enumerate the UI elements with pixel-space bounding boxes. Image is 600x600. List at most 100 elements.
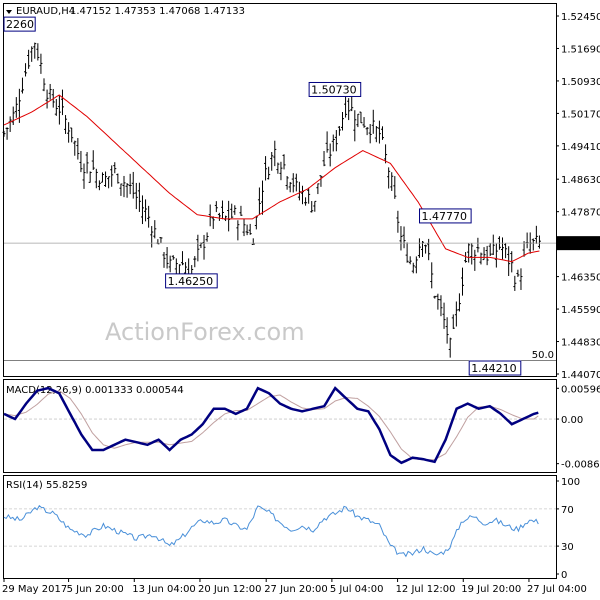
price-bar [365, 127, 369, 136]
price-bar [134, 182, 138, 210]
x-tick-label: 27 Jul 04:00 [527, 584, 587, 595]
last-price-box [556, 236, 600, 251]
price-bar [119, 183, 123, 196]
price-bar [334, 130, 338, 152]
price-bar [147, 205, 151, 228]
price-bar [174, 258, 178, 276]
rsi-panel-frame [3, 475, 557, 579]
price-bar [353, 110, 357, 142]
price-bar [131, 171, 135, 199]
price-bar [270, 151, 274, 171]
price-bar [436, 293, 440, 310]
watermark: ActionForex.com [105, 318, 305, 346]
price-bar [519, 268, 523, 290]
price-bar [501, 237, 505, 260]
moving-average-line [3, 94, 540, 263]
price-bar [402, 226, 406, 249]
chevron-down-icon[interactable] [6, 10, 12, 14]
price-bar [337, 126, 341, 136]
price-bar [122, 175, 126, 198]
price-bar [257, 187, 261, 215]
price-bar [470, 243, 474, 265]
price-bar [451, 314, 455, 329]
rsi-tick-label: 30 [561, 542, 574, 553]
x-tick-label: 29 May 2017 [2, 584, 67, 595]
price-bar [319, 175, 323, 187]
price-bar [88, 171, 92, 183]
price-bar [205, 232, 209, 242]
price-bar [359, 111, 363, 124]
macd-y-axis: 0.005968 0.00 -0.008657 [4, 384, 600, 471]
price-tick-label: 1.46350 [561, 273, 600, 284]
price-bar [24, 63, 28, 77]
price-bar [393, 176, 397, 199]
price-bar [144, 199, 148, 222]
price-bar [331, 134, 335, 152]
price-bar [107, 176, 111, 189]
price-bar [116, 173, 120, 184]
price-bar [273, 140, 277, 167]
price-bar [64, 115, 68, 134]
price-bar [485, 245, 489, 266]
price-bar [534, 225, 538, 244]
price-bar [159, 237, 163, 243]
price-bar [479, 252, 483, 265]
macd-tick-label: 0.005968 [561, 384, 600, 395]
price-bar [476, 237, 480, 253]
price-bar [424, 244, 428, 254]
price-bar [125, 183, 129, 198]
price-bar [316, 183, 320, 195]
price-bar [57, 95, 61, 125]
price-bar [20, 77, 24, 94]
x-tick-label: 12 Jul 12:00 [396, 584, 456, 595]
symbol-timeframe: EURAUD,H4 [16, 6, 75, 17]
price-bar [168, 255, 172, 273]
price-bar [27, 49, 31, 69]
x-tick-label: 5 Jul 04:00 [330, 584, 384, 595]
price-bar [42, 78, 46, 92]
price-bar [73, 140, 77, 156]
price-bar [387, 167, 391, 189]
price-bar [288, 181, 292, 193]
fib-level: 50.0 [4, 350, 556, 362]
rsi-y-axis: 100 70 30 0 [4, 477, 580, 581]
price-bar [310, 201, 314, 213]
price-bar [313, 200, 317, 212]
price-bar [36, 43, 40, 61]
price-bar [307, 187, 311, 204]
last-price-label: 1.47133 [559, 239, 600, 250]
price-bar [421, 241, 425, 258]
price-bar [371, 109, 375, 134]
macd-tick-label: 0.00 [561, 415, 583, 426]
price-bar [433, 295, 437, 299]
price-bar [48, 83, 52, 100]
price-tick-label: 1.44070 [561, 370, 600, 381]
price-bar [282, 154, 286, 170]
price-bar [328, 143, 332, 167]
price-bar [504, 243, 508, 259]
price-bar [233, 205, 237, 215]
annotation-box [165, 273, 218, 289]
price-bar [82, 163, 86, 189]
annotation-box [468, 360, 522, 376]
price-bar [128, 173, 132, 195]
annotation-box [3, 16, 36, 32]
price-bar [279, 161, 283, 181]
price-bar [445, 317, 449, 344]
x-tick-label: 13 Jun 04:00 [132, 584, 196, 595]
rsi-line [3, 504, 539, 558]
price-bar [461, 267, 465, 296]
macd-panel-frame [3, 379, 557, 473]
price-bar [267, 166, 271, 180]
price-bar [202, 234, 206, 260]
price-bar [377, 120, 381, 144]
macd-title: MACD(12,26,9) 0.001333 0.000544 [6, 385, 184, 396]
price-bar [439, 295, 443, 317]
price-bar [350, 96, 354, 112]
price-bar [374, 125, 378, 143]
price-bar [264, 156, 268, 181]
price-bar [104, 171, 108, 187]
price-bar [85, 152, 89, 174]
price-bar [220, 200, 224, 220]
